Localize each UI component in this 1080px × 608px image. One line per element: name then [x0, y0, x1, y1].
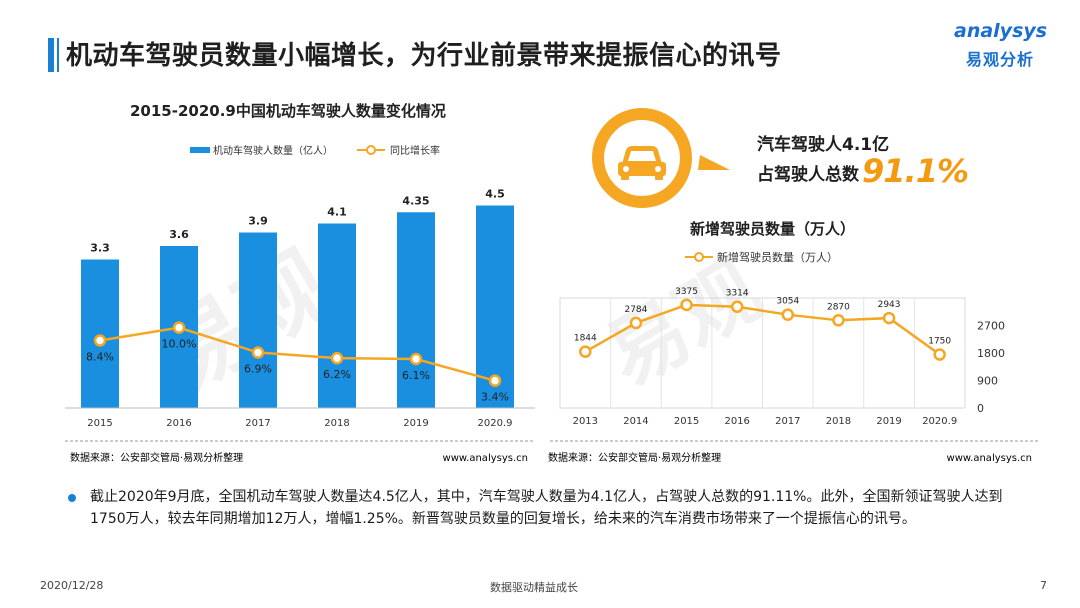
growth-rate-point: [488, 374, 502, 387]
new-drivers-line: [584, 303, 941, 356]
callout-line2: 占驾驶人总数: [757, 165, 859, 185]
growth-rate-label: 10.0%: [162, 338, 197, 351]
x-tick-label: 2018: [826, 416, 851, 427]
logo-text-cn: 易观分析: [966, 50, 1035, 69]
footer-slogan: 数据驱动精益成长: [490, 581, 578, 594]
new-drivers-point: [832, 314, 845, 327]
new-drivers-point: [730, 300, 744, 313]
x-tick-label: 2020.9: [478, 418, 513, 429]
growth-rate-point: [251, 346, 265, 359]
new-drivers-label: 1750: [928, 337, 951, 347]
new-drivers-point: [781, 308, 795, 321]
growth-rate-point: [409, 352, 423, 366]
chart1-legend: 机动车驾驶人数量（亿人） 同比增长率: [190, 144, 440, 157]
car-icon: [618, 146, 666, 180]
bar-value-label: 4.1: [327, 206, 347, 219]
x-tick-label: 2015: [674, 416, 699, 427]
new-drivers-point: [882, 311, 896, 325]
chart1-url: www.analysys.cn: [443, 453, 528, 464]
growth-rate-line: [99, 326, 496, 382]
new-drivers-label: 3375: [675, 287, 698, 297]
x-tick-label: 2016: [166, 418, 191, 429]
bar-value-label: 3.9: [248, 215, 268, 228]
bar-2020.9: [476, 205, 514, 408]
legend-bar-swatch: [190, 147, 210, 153]
growth-rate-label: 6.2%: [323, 368, 351, 381]
y-tick-label: 0: [977, 402, 984, 415]
bar-2015: [81, 259, 119, 408]
callout-line1: 汽车驾驶人4.1亿: [757, 135, 890, 155]
x-tick-label: 2020.9: [922, 416, 957, 427]
new-drivers-label: 1844: [574, 334, 597, 344]
analysys-logo: analysys 易观分析: [944, 18, 1054, 74]
chart2-legend-label: 新增驾驶员数量（万人）: [717, 250, 838, 264]
bar-2018: [318, 223, 356, 408]
x-tick-label: 2015: [87, 418, 112, 429]
chart1-title: 2015-2020.9中国机动车驾驶人数量变化情况: [130, 102, 446, 120]
x-tick-label: 2019: [403, 418, 428, 429]
new-drivers-point: [579, 345, 592, 358]
new-drivers-label: 2784: [624, 305, 647, 315]
y-tick-label: 2700: [977, 320, 1005, 333]
legend-line-marker: [366, 145, 376, 155]
new-drivers-label: 2870: [827, 302, 850, 312]
legend-line-label: 同比增长率: [390, 144, 440, 157]
x-tick-label: 2017: [245, 418, 270, 429]
x-tick-label: 2013: [573, 416, 598, 427]
callout-percent: 91.1%: [862, 152, 969, 190]
callout-pointer: [698, 155, 730, 170]
new-drivers-label: 3314: [726, 289, 749, 299]
chart2-source: 数据来源：公安部交管局·易观分析整理: [548, 451, 721, 464]
y-tick-label: 900: [977, 375, 998, 388]
y-tick-label: 1800: [977, 347, 1005, 360]
driver-count-chart: 机动车驾驶人数量（亿人） 同比增长率 3.3 3.6 3.9 4.1 4.35 4.5 8…: [65, 144, 535, 464]
chart2-legend: 新增驾驶员数量（万人）: [685, 250, 838, 264]
chart2-url: www.analysys.cn: [947, 453, 1032, 464]
new-drivers-point: [933, 348, 946, 361]
car-callout-graphic: [592, 108, 730, 208]
chart2-title: 新增驾驶员数量（万人）: [690, 220, 856, 238]
x-tick-label: 2014: [623, 416, 648, 427]
growth-rate-point: [93, 334, 107, 347]
note-bullet-icon: [68, 494, 76, 502]
bar-2017: [239, 232, 277, 408]
new-drivers-chart: 新增驾驶员数量（万人） 0 900 1800 2700 1844 2784 3375 331…: [548, 250, 1040, 464]
new-drivers-label: 3054: [776, 297, 799, 307]
growth-rate-point: [330, 351, 344, 365]
bar-value-label: 4.35: [402, 194, 429, 207]
growth-rate-label: 8.4%: [86, 351, 114, 364]
page-title: 机动车驾驶员数量小幅增长，为行业前景带来提振信心的讯号: [66, 41, 782, 71]
footer-date: 2020/12/28: [40, 579, 104, 592]
growth-rate-point: [172, 321, 186, 334]
new-drivers-label: 2943: [878, 300, 901, 310]
growth-rate-label: 6.1%: [402, 369, 430, 382]
summary-note: 截止2020年9月底，全国机动车驾驶人数量达4.5亿人，其中，汽车驾驶人数量为4…: [90, 489, 1003, 527]
page-number: 7: [1040, 579, 1047, 592]
bar-value-label: 3.6: [169, 228, 189, 241]
bar-value-label: 4.5: [485, 188, 505, 201]
growth-rate-label: 3.4%: [481, 391, 509, 404]
title-accent-bar: [48, 38, 54, 72]
title-accent-bar-thin: [57, 38, 59, 72]
chart2-legend-marker: [694, 252, 704, 262]
logo-text-en: analysys: [954, 20, 1048, 42]
legend-bar-label: 机动车驾驶人数量（亿人）: [213, 144, 333, 157]
new-drivers-point: [629, 316, 643, 330]
x-tick-label: 2017: [775, 416, 800, 427]
growth-rate-label: 6.9%: [244, 363, 272, 376]
new-drivers-point: [680, 298, 693, 312]
chart1-source: 数据来源：公安部交管局·易观分析整理: [70, 451, 243, 464]
bar-value-label: 3.3: [90, 242, 110, 255]
x-tick-label: 2019: [876, 416, 901, 427]
bar-2019: [397, 212, 435, 408]
x-tick-label: 2018: [324, 418, 349, 429]
x-tick-label: 2016: [724, 416, 749, 427]
